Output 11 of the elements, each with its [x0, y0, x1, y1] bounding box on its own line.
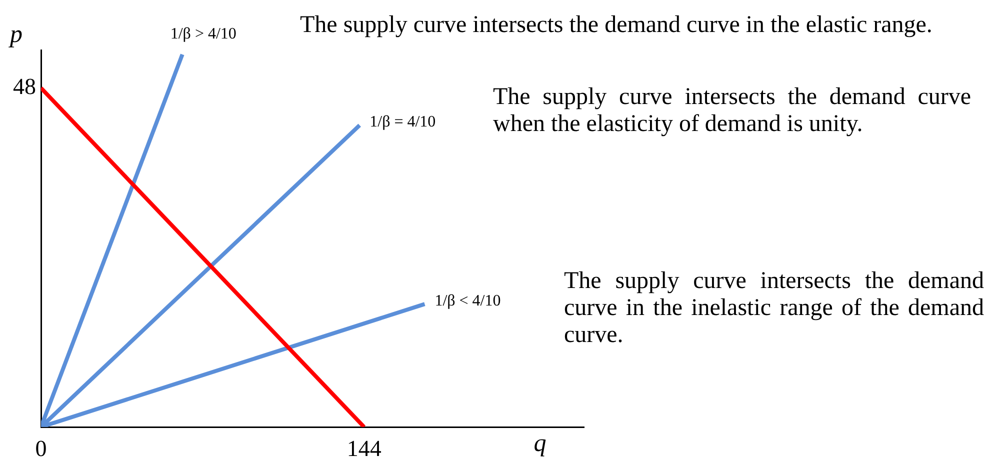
x-axis-title: q	[534, 430, 546, 457]
series-label: 1/β = 4/10	[370, 113, 436, 130]
series-label: 1/β < 4/10	[434, 292, 501, 310]
series-label: 1/β > 4/10	[170, 25, 236, 42]
annotation: 48	[13, 74, 36, 100]
text: The supply curve intersects the demand curve in the elastic range.	[300, 12, 932, 39]
y-axis-title: p	[8, 21, 22, 48]
x-tick-label: 144	[346, 436, 382, 461]
annotation: The supply curve intersects the demand curve in the inelastic range of the demand curve.	[564, 268, 984, 349]
annotation: The supply curve intersects the demand curve when the elasticity of demand is unity.	[493, 84, 971, 138]
x-tick-label: 0	[35, 436, 47, 461]
